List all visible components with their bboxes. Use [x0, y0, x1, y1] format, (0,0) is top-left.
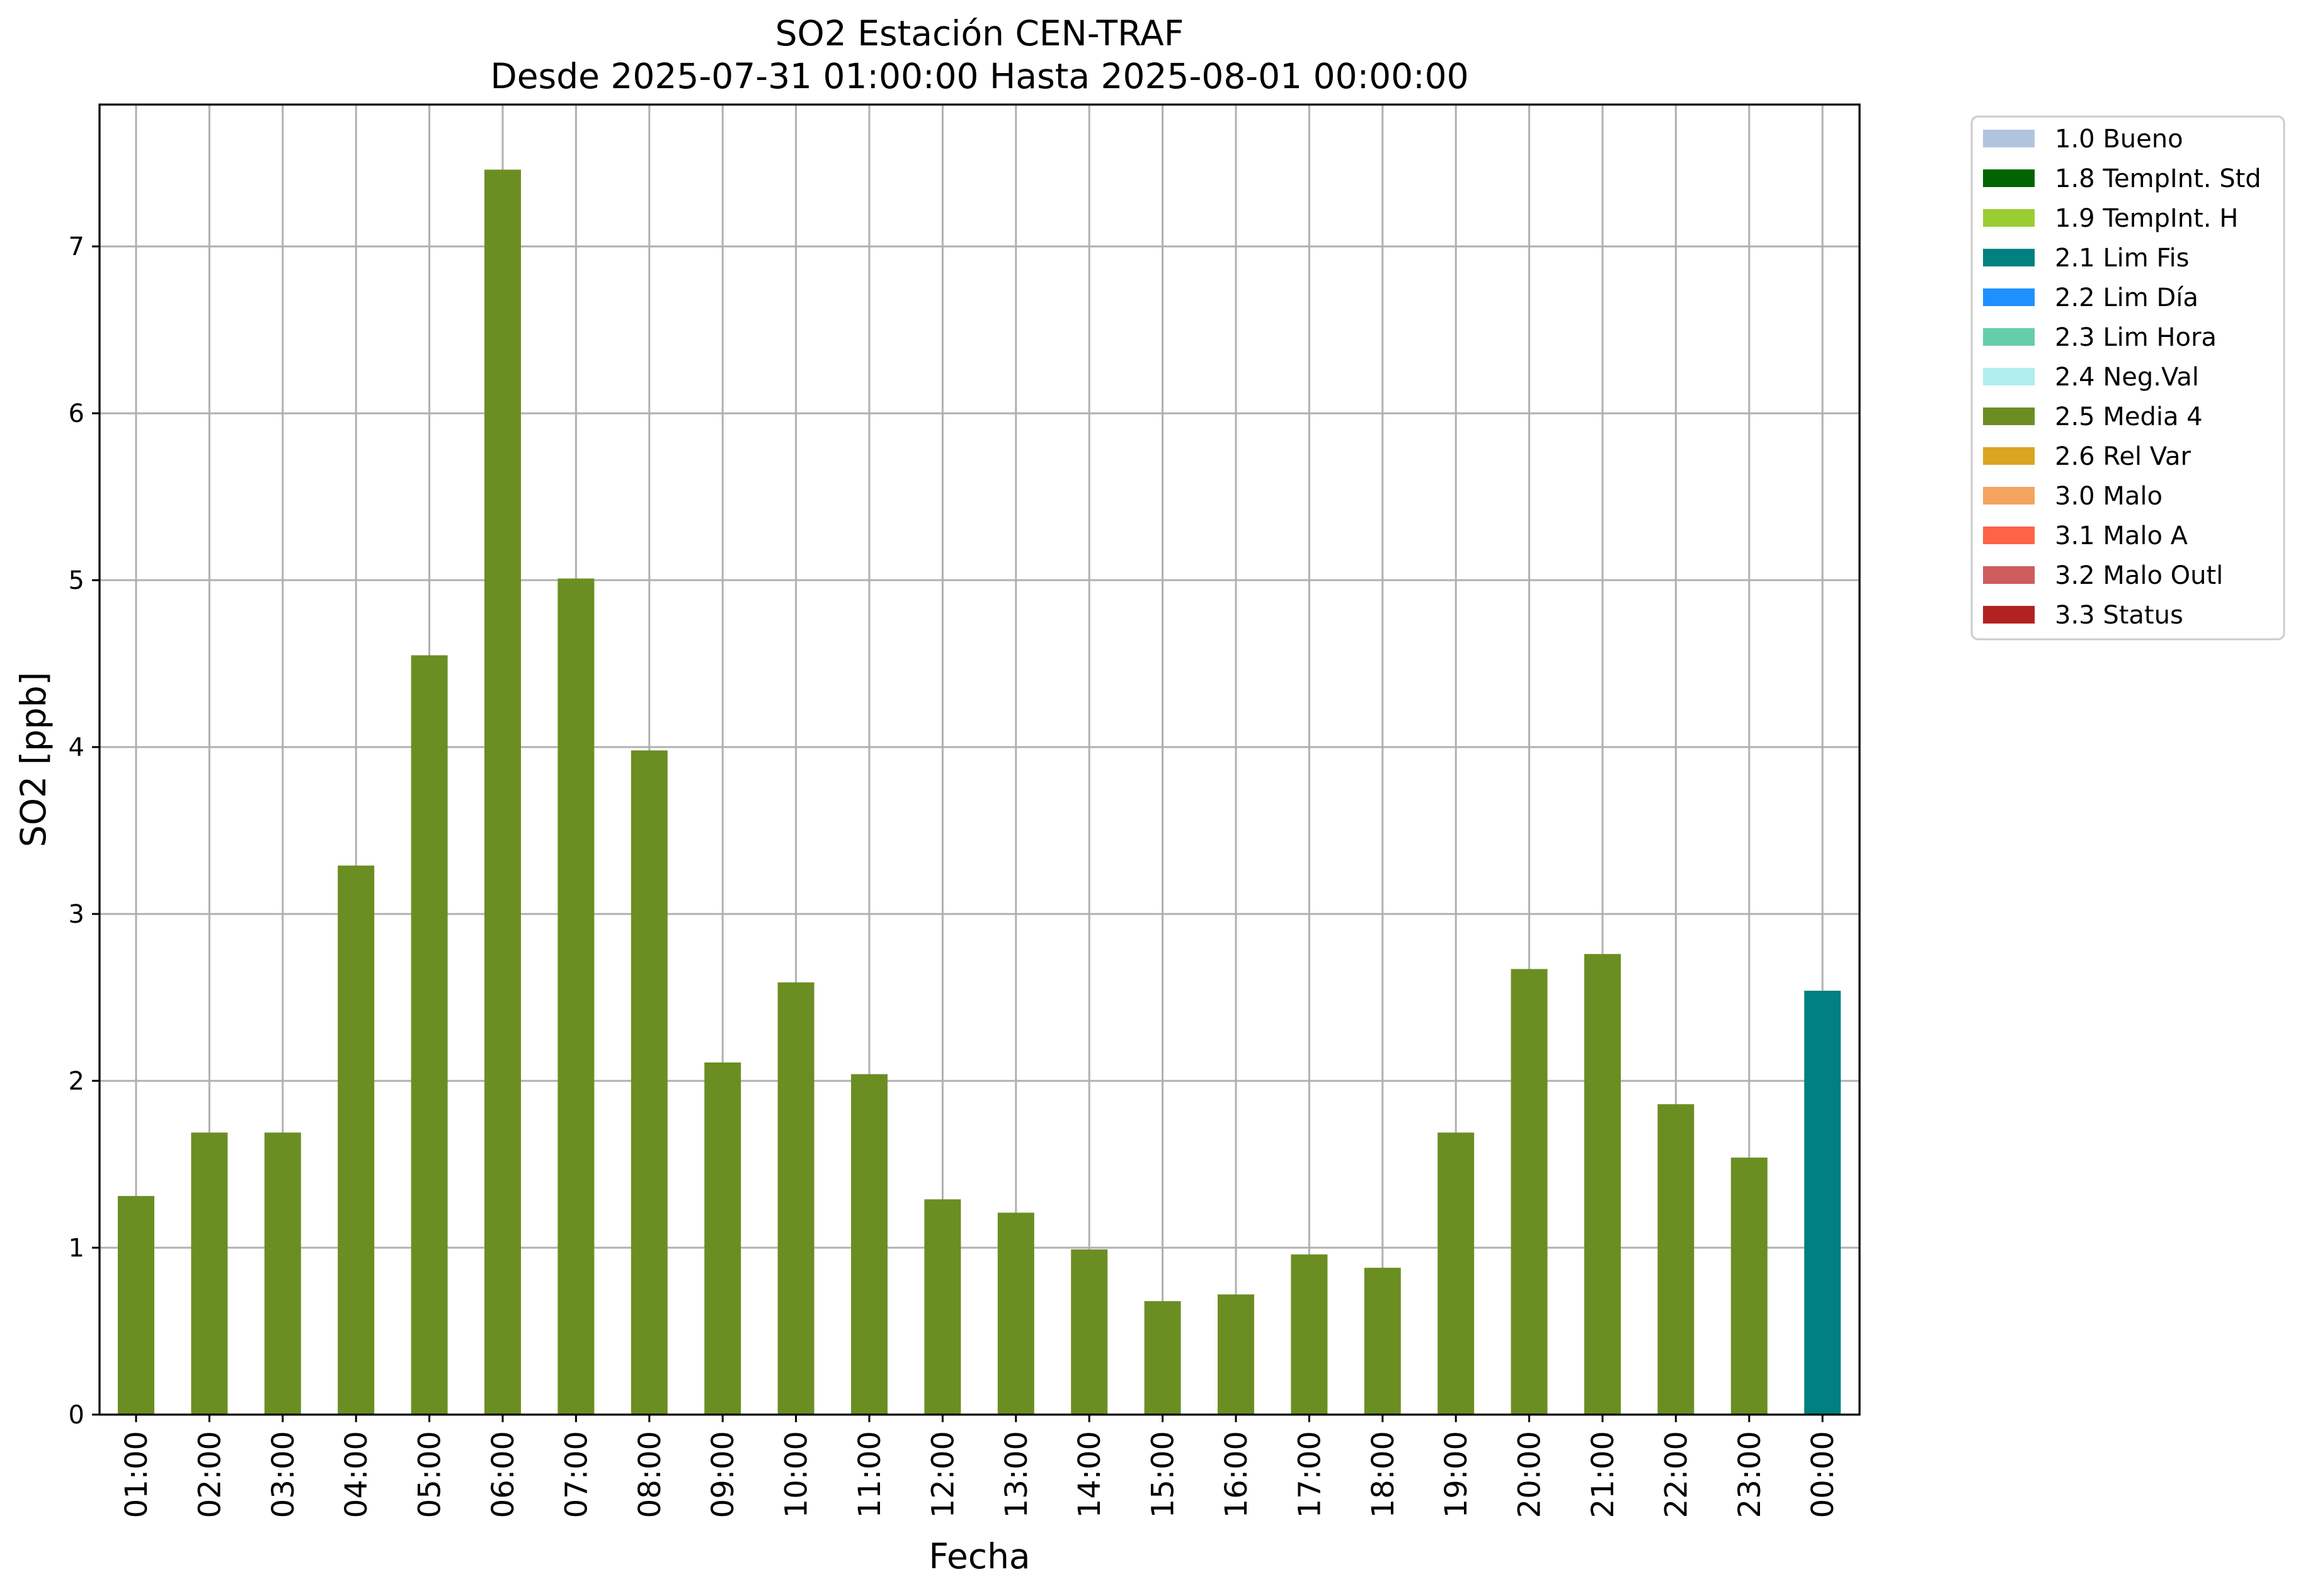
legend-swatch	[1983, 169, 2035, 187]
bar-1200	[924, 1199, 961, 1415]
legend-swatch	[1983, 130, 2035, 147]
x-tick-label: 01:00	[119, 1431, 154, 1518]
legend-label: 3.1 Malo A	[2055, 522, 2188, 550]
bar-1500	[1144, 1301, 1181, 1415]
bar-1800	[1364, 1267, 1401, 1415]
legend: 1.0 Bueno 1.8 TempInt. Std 1.9 TempInt. H 2…	[1970, 115, 2285, 641]
y-axis-ticks: 0 1 2 3 4 5 6 7	[69, 232, 100, 1430]
legend-label: 1.8 TempInt. Std	[2055, 164, 2261, 193]
x-tick-label: 17:00	[1292, 1431, 1327, 1518]
x-tick-label: 20:00	[1512, 1431, 1548, 1518]
bar-0700	[557, 578, 595, 1415]
legend-frame	[1970, 115, 2285, 641]
legend-label: 2.2 Lim Día	[2055, 283, 2198, 312]
bar-1300	[997, 1212, 1034, 1415]
y-axis-label: SO2 [ppb]	[13, 672, 54, 847]
x-tick-label: 02:00	[192, 1431, 227, 1518]
legend-swatch	[1983, 328, 2035, 346]
legend-swatch	[1983, 447, 2035, 465]
bar-2300	[1730, 1157, 1768, 1415]
bar-1000	[777, 982, 814, 1415]
bars	[118, 169, 1841, 1415]
bar-0200	[191, 1132, 228, 1415]
y-tick-label: 1	[69, 1234, 84, 1263]
x-tick-label: 07:00	[559, 1431, 594, 1518]
bar-2200	[1657, 1104, 1694, 1415]
bar-1700	[1291, 1254, 1328, 1415]
legend-label: 3.3 Status	[2055, 601, 2183, 630]
legend-swatch	[1983, 566, 2035, 584]
bar-0900	[704, 1062, 741, 1415]
legend-swatch	[1983, 249, 2035, 266]
legend-swatch	[1983, 408, 2035, 425]
y-tick-label: 0	[69, 1401, 84, 1430]
bar-2100	[1584, 954, 1621, 1415]
bar-0300	[264, 1132, 301, 1415]
legend-label: 1.0 Bueno	[2055, 125, 2183, 154]
x-tick-label: 04:00	[339, 1431, 374, 1518]
legend-label: 3.0 Malo	[2055, 482, 2163, 511]
legend-swatch	[1983, 368, 2035, 385]
y-tick-label: 3	[69, 900, 84, 929]
x-tick-label: 16:00	[1219, 1431, 1254, 1518]
y-tick-label: 6	[69, 399, 84, 428]
plot-frame	[98, 103, 1861, 1416]
x-tick-label: 08:00	[632, 1431, 668, 1518]
legend-swatch	[1983, 487, 2035, 504]
legend-swatch	[1983, 527, 2035, 544]
x-tick-label: 14:00	[1072, 1431, 1107, 1518]
legend-label: 2.4 Neg.Val	[2055, 363, 2199, 392]
x-axis-ticks: 01:00 02:00 03:00 04:00 05:00 06:00 07:00 08:00…	[119, 1415, 1841, 1518]
legend-label: 2.5 Media 4	[2055, 402, 2203, 431]
y-tick-label: 4	[69, 733, 84, 762]
bar-1600	[1218, 1294, 1254, 1415]
x-tick-label: 12:00	[925, 1431, 961, 1518]
y-tick-label: 7	[69, 232, 84, 261]
bar-0400	[338, 865, 375, 1415]
bar-0800	[631, 750, 668, 1415]
x-tick-label: 05:00	[413, 1431, 448, 1518]
x-tick-label: 19:00	[1439, 1431, 1474, 1518]
x-tick-label: 00:00	[1805, 1431, 1841, 1518]
x-tick-label: 09:00	[706, 1431, 741, 1518]
x-tick-label: 15:00	[1146, 1431, 1181, 1518]
chart-subtitle: Desde 2025-07-31 01:00:00 Hasta 2025-08-…	[490, 56, 1468, 96]
bar-0100	[118, 1195, 154, 1415]
legend-label: 1.9 TempInt. H	[2055, 204, 2238, 233]
x-tick-label: 06:00	[486, 1431, 521, 1518]
legend-label: 3.2 Malo Outl	[2055, 561, 2223, 590]
x-tick-label: 13:00	[999, 1431, 1034, 1518]
bar-0000	[1804, 990, 1841, 1415]
x-tick-label: 23:00	[1732, 1431, 1768, 1518]
bar-1100	[851, 1074, 888, 1415]
x-tick-label: 21:00	[1586, 1431, 1621, 1518]
x-tick-label: 10:00	[779, 1431, 814, 1518]
legend-swatch	[1983, 288, 2035, 306]
bar-0600	[484, 169, 521, 1415]
y-tick-label: 5	[69, 566, 84, 595]
x-tick-label: 22:00	[1659, 1431, 1694, 1518]
x-tick-label: 03:00	[266, 1431, 301, 1518]
bar-0500	[411, 655, 448, 1415]
legend-label: 2.6 Rel Var	[2055, 442, 2192, 471]
chart-title: SO2 Estación CEN-TRAF	[775, 13, 1184, 54]
x-tick-label: 11:00	[852, 1431, 888, 1518]
bar-1900	[1437, 1132, 1475, 1415]
legend-label: 2.3 Lim Hora	[2055, 323, 2217, 352]
legend-label: 2.1 Lim Fis	[2055, 244, 2189, 273]
x-axis-label: Fecha	[929, 1536, 1030, 1576]
x-tick-label: 18:00	[1366, 1431, 1401, 1518]
bar-2000	[1511, 969, 1548, 1415]
legend-swatch	[1983, 209, 2035, 227]
bar-1400	[1071, 1249, 1108, 1415]
legend-swatch	[1983, 606, 2035, 624]
y-tick-label: 2	[69, 1067, 84, 1096]
